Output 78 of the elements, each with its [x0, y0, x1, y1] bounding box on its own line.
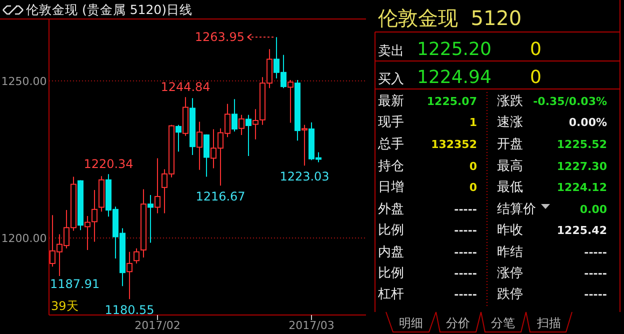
text: 分笔: [491, 316, 515, 330]
text: 1224.94: [417, 67, 492, 88]
y-tick-label: 1200.00: [1, 232, 47, 246]
candlestick: [92, 189, 98, 242]
text: 买入: [378, 72, 404, 87]
text: 1227.30: [556, 160, 608, 173]
text: -----: [454, 224, 477, 237]
text: 卖出: [378, 44, 404, 59]
text: 内盘: [378, 245, 404, 260]
candlestick: [204, 134, 210, 178]
text: 1224.12: [556, 181, 607, 194]
text: 1225.20: [417, 39, 492, 60]
text: 比例: [378, 223, 404, 238]
annotation: 1223.03: [280, 170, 330, 184]
text: -----: [584, 267, 607, 280]
text: -----: [584, 246, 607, 259]
annotation: 1216.67: [196, 190, 246, 204]
text: 0: [530, 67, 542, 88]
text: 明细: [399, 316, 423, 330]
text: 总手: [377, 137, 404, 152]
text: 0: [469, 160, 478, 173]
text: 1: [469, 116, 477, 129]
annotation: 1263.95: [194, 30, 244, 44]
text: 0: [530, 39, 542, 60]
text: 日增: [378, 180, 404, 195]
text: 涨停: [497, 266, 523, 281]
text: 最新: [378, 94, 404, 109]
annotation: 1187.91: [50, 277, 100, 291]
candlestick: [176, 124, 182, 152]
candlestick: [246, 114, 252, 156]
text: 最高: [497, 158, 523, 174]
text: -----: [454, 267, 477, 280]
candlestick: [302, 124, 308, 166]
text: 持仓: [378, 159, 404, 174]
text: 速涨: [497, 115, 523, 130]
annotation: 1244.84: [160, 80, 210, 94]
text: -----: [584, 288, 607, 301]
text: 现手: [378, 115, 404, 130]
text: 1225.07: [426, 95, 477, 108]
text: 1225.52: [556, 138, 607, 151]
text: 扫描: [536, 316, 561, 330]
text: 1225.42: [556, 224, 607, 237]
text: 跌停: [497, 287, 523, 302]
text: -----: [454, 288, 477, 301]
y-tick-label: 1250.00: [1, 74, 47, 88]
candlestick: [232, 98, 238, 132]
text: 昨结: [497, 245, 523, 260]
text: 外盘: [378, 202, 404, 217]
annotation: 1220.34: [84, 157, 134, 172]
candlestick: [84, 216, 90, 250]
text: 涨跌: [497, 94, 523, 109]
text: -----: [454, 203, 477, 216]
text: 分价: [446, 316, 470, 330]
text: 昨收: [497, 223, 523, 238]
candlestick: [148, 194, 154, 244]
text: 0.00%: [568, 116, 607, 129]
text: 132352: [431, 138, 477, 151]
text: 比例: [378, 266, 404, 281]
annotation: 39天: [51, 299, 78, 313]
candlestick: [238, 114, 244, 136]
text: -0.35/0.03%: [533, 95, 607, 108]
candlestick: [134, 248, 140, 264]
text: -----: [454, 246, 477, 259]
x-tick-label: 2017/02: [134, 319, 180, 332]
text: 0: [469, 181, 478, 194]
candlestick: [196, 121, 202, 170]
text: 0.00: [580, 203, 608, 216]
text: 杠杆: [377, 287, 404, 302]
candlestick: [126, 251, 132, 300]
candlestick: [154, 158, 160, 214]
text: 伦敦金现 5120: [378, 6, 522, 30]
x-tick-label: 2017/03: [288, 319, 334, 332]
candlestick: [288, 79, 294, 124]
annotation: 1180.55: [104, 303, 154, 318]
chart-title: 伦敦金现 (贵金属 5120)日线: [26, 2, 193, 17]
text: 结算价: [497, 202, 536, 217]
text: 最低: [497, 180, 523, 195]
text: 开盘: [497, 137, 523, 152]
